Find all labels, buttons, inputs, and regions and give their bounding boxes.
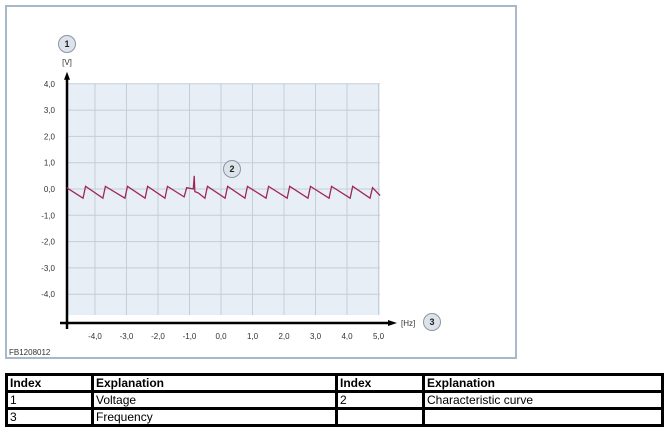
x-tick-label: 3,0 [310,332,322,341]
x-tick-label: 1,0 [247,332,259,341]
y-tick-label: 4,0 [44,80,56,89]
table-row: 3 Frequency [5,407,664,427]
figure-code: FB1208012 [9,348,51,357]
callout-number: 3 [429,317,434,327]
callout-circle [58,35,76,53]
y-tick-label: 2,0 [44,132,56,141]
y-tick-label: 3,0 [44,106,56,115]
cell: Characteristic curve [422,390,664,410]
y-tick-label: 0,0 [44,185,56,194]
callout-circle [223,160,241,178]
y-tick-label: 1,0 [44,159,56,168]
header-explanation: Explanation [422,373,664,393]
x-tick-label: -1,0 [183,332,197,341]
y-tick-label: -3,0 [41,264,55,273]
plot-background [67,83,381,315]
cell: 2 [335,390,425,410]
x-tick-label: -3,0 [120,332,134,341]
callout-3-badge: 3 [423,313,441,331]
x-axis-label: [Hz] [401,319,415,328]
table-header-row: Index Explanation Index Explanation [5,373,664,393]
callout-1-badge: 1 [58,35,76,53]
x-axis-arrow-icon [388,320,397,326]
x-tick-label: 0,0 [215,332,227,341]
callout-number: 2 [229,164,234,174]
y-tick-label: -2,0 [41,238,55,247]
header-explanation: Explanation [91,373,338,393]
x-tick-label: 5,0 [373,332,385,341]
y-axis-label: [V] [62,58,72,67]
cell [422,407,664,427]
y-tick-label: -4,0 [41,290,55,299]
series-line [66,175,381,200]
x-tick-label: -4,0 [88,332,102,341]
cell [335,407,425,427]
y-axis-arrow-icon [64,71,70,80]
table-row: 1 Voltage 2 Characteristic curve [5,390,664,410]
legend-table: Index Explanation Index Explanation 1 Vo… [5,373,664,427]
header-index: Index [5,373,94,393]
callout-number: 1 [64,39,69,49]
cell: 3 [5,407,94,427]
y-tick-label: -1,0 [41,211,55,220]
callout-2-badge: 2 [223,160,241,178]
cell: Voltage [91,390,338,410]
x-tick-label: 2,0 [278,332,290,341]
callout-circle [423,313,441,331]
x-tick-label: -2,0 [151,332,165,341]
cell: 1 [5,390,94,410]
cell: Frequency [91,407,338,427]
x-tick-label: 4,0 [341,332,353,341]
header-index: Index [335,373,425,393]
